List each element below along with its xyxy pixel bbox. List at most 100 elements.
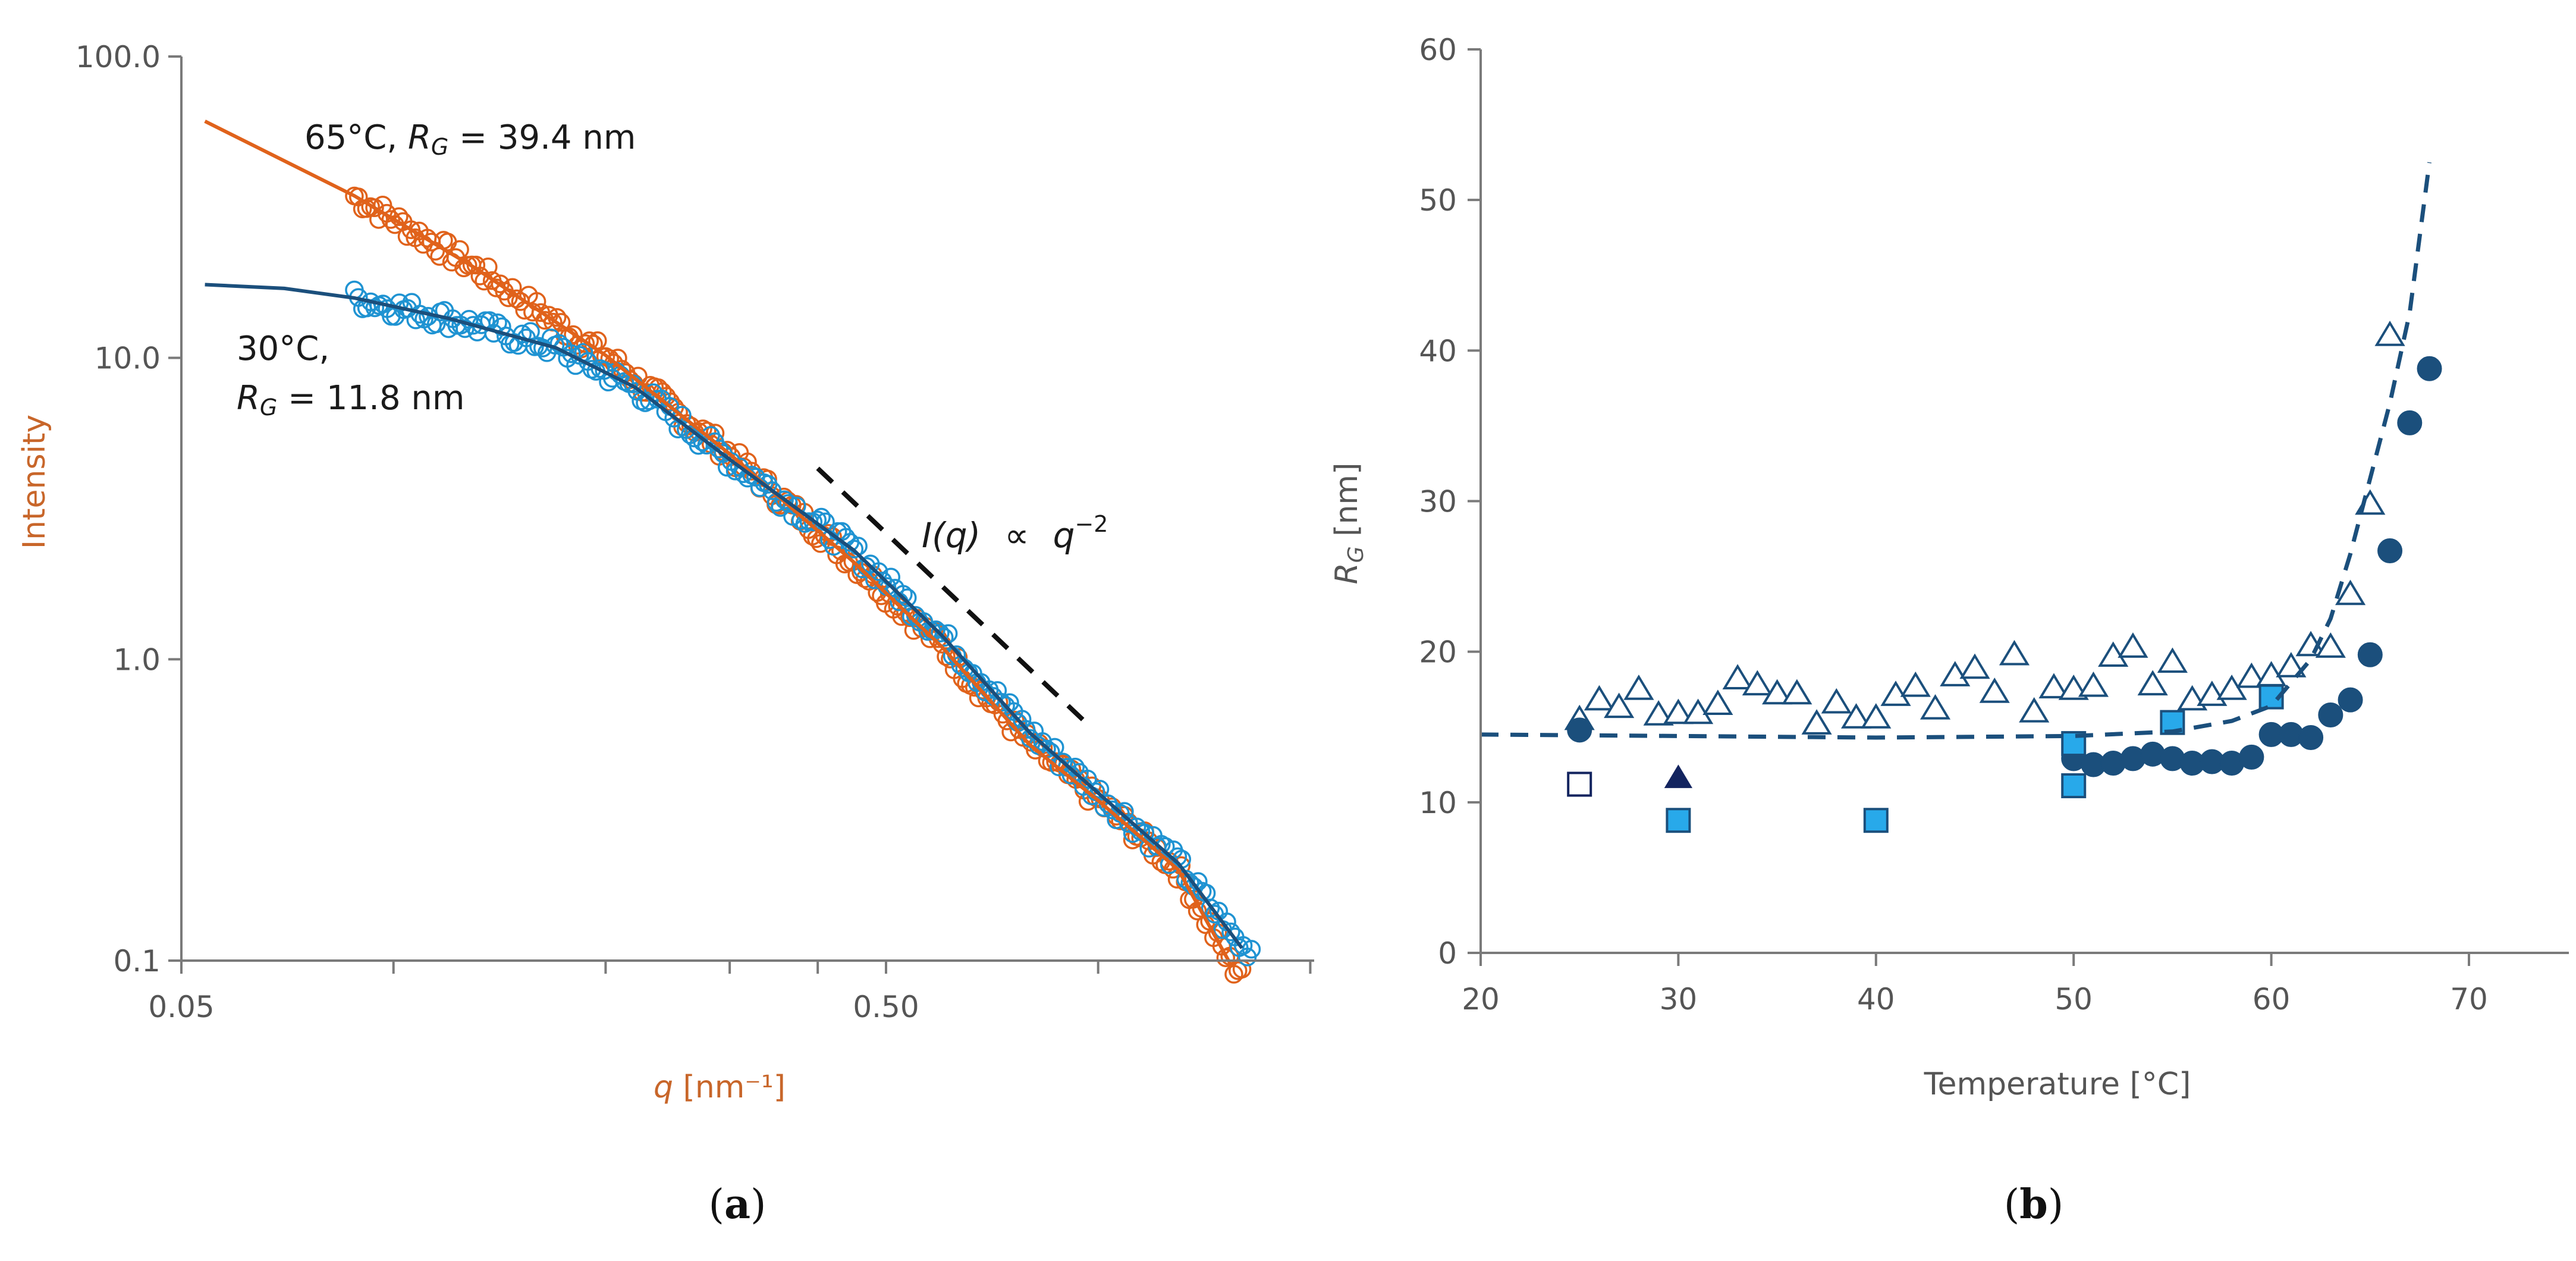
- b-filled-circle-point: [2298, 724, 2324, 750]
- a-y-tick-label: 100.0: [76, 40, 161, 74]
- b-open-triangle-point: [2157, 647, 2188, 673]
- b-open-triangle-point: [2118, 632, 2148, 658]
- panel-b-close-paren: ): [2048, 1181, 2064, 1228]
- b-open-triangle-point: [1604, 692, 1635, 719]
- b-filled-square-point: [1863, 808, 1889, 833]
- a-guide-iq: I(q): [922, 515, 981, 556]
- a-data-point-30C: [935, 628, 954, 647]
- b-filled-square-point: [1666, 808, 1691, 833]
- a-data-point-65C: [564, 325, 583, 344]
- panel-b-letter: b: [2019, 1181, 2048, 1228]
- b-filled-circle-point: [2397, 410, 2423, 435]
- b-open-triangle-point: [1999, 639, 2030, 666]
- b-open-triangle-point: [1840, 703, 1872, 729]
- a-guide-layer: [816, 466, 1094, 730]
- a-ticks-layer: 0.1 1.0 10.0 100.0 0.05 0.50: [76, 40, 1312, 1024]
- b-open-triangle-point: [2019, 697, 2050, 723]
- a-label-30-rg-var: R: [237, 379, 260, 418]
- a-data-point-65C: [896, 603, 915, 622]
- b-open-triangle-point: [1663, 698, 1694, 724]
- b-open-triangle-point: [1801, 709, 1832, 735]
- panel-a-letter: a: [724, 1181, 750, 1228]
- b-open-triangle-point: [1762, 679, 1793, 705]
- a-data-point-65C: [551, 313, 571, 332]
- a-label-65-rg: R: [408, 118, 431, 157]
- a-curves-layer: [204, 120, 1261, 984]
- panel-a-open-paren: (: [708, 1181, 724, 1228]
- a-fit-line-65C: [204, 120, 1234, 968]
- a-x-label-unit: [nm⁻¹]: [673, 1069, 786, 1105]
- b-open-square-point: [1567, 771, 1592, 797]
- a-data-point-30C: [869, 562, 888, 581]
- b-filled-circle-point: [1567, 717, 1592, 743]
- a-y-tick-label: 1.0: [113, 642, 161, 677]
- b-y-tick-label: 10: [1419, 786, 1457, 820]
- a-label-65-value: = 39.4 nm: [448, 118, 636, 157]
- a-label-65-comma: ,: [387, 118, 408, 157]
- a-data-point-65C: [365, 198, 384, 218]
- b-open-triangle-point: [1584, 685, 1615, 711]
- b-open-triangle-point: [1959, 653, 1990, 679]
- b-open-triangle-point: [1722, 664, 1753, 689]
- b-open-triangle-point: [1643, 700, 1674, 726]
- a-data-point-30C: [365, 298, 385, 318]
- a-data-point-65C: [381, 210, 401, 229]
- a-y-axis-label: Intensity: [17, 415, 52, 549]
- panel-a-log-log-plot: 0.1 1.0 10.0 100.0 0.05 0.50 Intensity q [nm⁻…: [17, 40, 1314, 1228]
- b-y-tick-label: 0: [1438, 936, 1457, 971]
- b-open-triangle-point: [2315, 632, 2346, 658]
- b-y-tick-label: 40: [1419, 334, 1457, 368]
- b-x-tick-label: 50: [2054, 982, 2093, 1017]
- a-data-point-30C: [1115, 802, 1134, 821]
- a-data-point-30C: [1102, 800, 1121, 820]
- b-filled-circle-point: [2318, 702, 2343, 727]
- b-filled-square-point: [2061, 773, 2087, 798]
- a-x-axis-label: q [nm⁻¹]: [654, 1069, 786, 1105]
- a-series-label-30C-rg: RG = 11.8 nm: [237, 379, 464, 421]
- b-x-tick-label: 20: [1462, 982, 1500, 1017]
- b-filled-circle-point: [2239, 744, 2264, 770]
- a-data-point-30C: [709, 439, 728, 459]
- panel-b-rg-vs-temperature: 0 10 20 30 40 50 60 20 30 40 50 60 70 RG [nm] Temper…: [1329, 33, 2569, 1228]
- a-data-point-65C: [937, 647, 956, 666]
- b-y-axis-label: RG [nm]: [1329, 463, 1368, 585]
- b-open-triangle-point: [2276, 652, 2307, 677]
- b-open-triangle-point: [1782, 679, 1812, 705]
- b-open-triangle-point: [1821, 688, 1852, 714]
- panel-a-close-paren: ): [750, 1181, 766, 1228]
- b-filled-circle-point: [2417, 356, 2442, 381]
- b-y-label-unit: [nm]: [1329, 463, 1365, 547]
- b-open-triangle-point: [2236, 662, 2267, 688]
- a-fit-line-30C: [205, 283, 1243, 949]
- a-label-30-rg-sub: G: [260, 394, 277, 421]
- b-open-triangle-point: [2137, 670, 2168, 696]
- a-guide-exp: −2: [1075, 511, 1108, 537]
- a-data-point-30C: [779, 494, 798, 513]
- a-series-label-30C-temp: 30°C,: [237, 330, 329, 368]
- b-x-tick-label: 70: [2450, 982, 2488, 1017]
- a-data-point-30C: [1012, 710, 1032, 729]
- a-series-label-65C: 65°C, RG = 39.4 nm: [304, 118, 636, 160]
- b-open-triangle-point: [2335, 579, 2366, 606]
- b-filled-triangle-point: [1664, 764, 1693, 788]
- a-data-point-30C: [1221, 922, 1240, 942]
- b-y-tick-label: 30: [1419, 485, 1457, 519]
- b-open-triangle-point: [1623, 675, 1654, 700]
- a-data-point-30C: [894, 585, 913, 604]
- b-open-triangle-point: [2078, 672, 2109, 697]
- a-power-law-guide-line: [816, 466, 1094, 730]
- a-data-point-30C: [1078, 769, 1097, 789]
- b-open-triangle-point: [1742, 670, 1773, 696]
- a-data-point-30C: [931, 623, 950, 643]
- b-filled-circle-point: [2338, 687, 2363, 713]
- panel-b-open-paren: (: [2004, 1181, 2020, 1228]
- a-y-tick-label: 10.0: [95, 341, 161, 376]
- a-label-65-temp: 65°C: [304, 118, 387, 157]
- a-data-point-30C: [492, 317, 511, 337]
- b-open-triangle-point: [1702, 689, 1733, 716]
- a-x-tick-label: 0.05: [148, 990, 214, 1024]
- b-open-triangle-point: [2038, 673, 2069, 699]
- a-x-label-var: q: [654, 1069, 673, 1105]
- b-y-tick-label: 50: [1419, 183, 1457, 218]
- a-data-point-30C: [762, 481, 782, 500]
